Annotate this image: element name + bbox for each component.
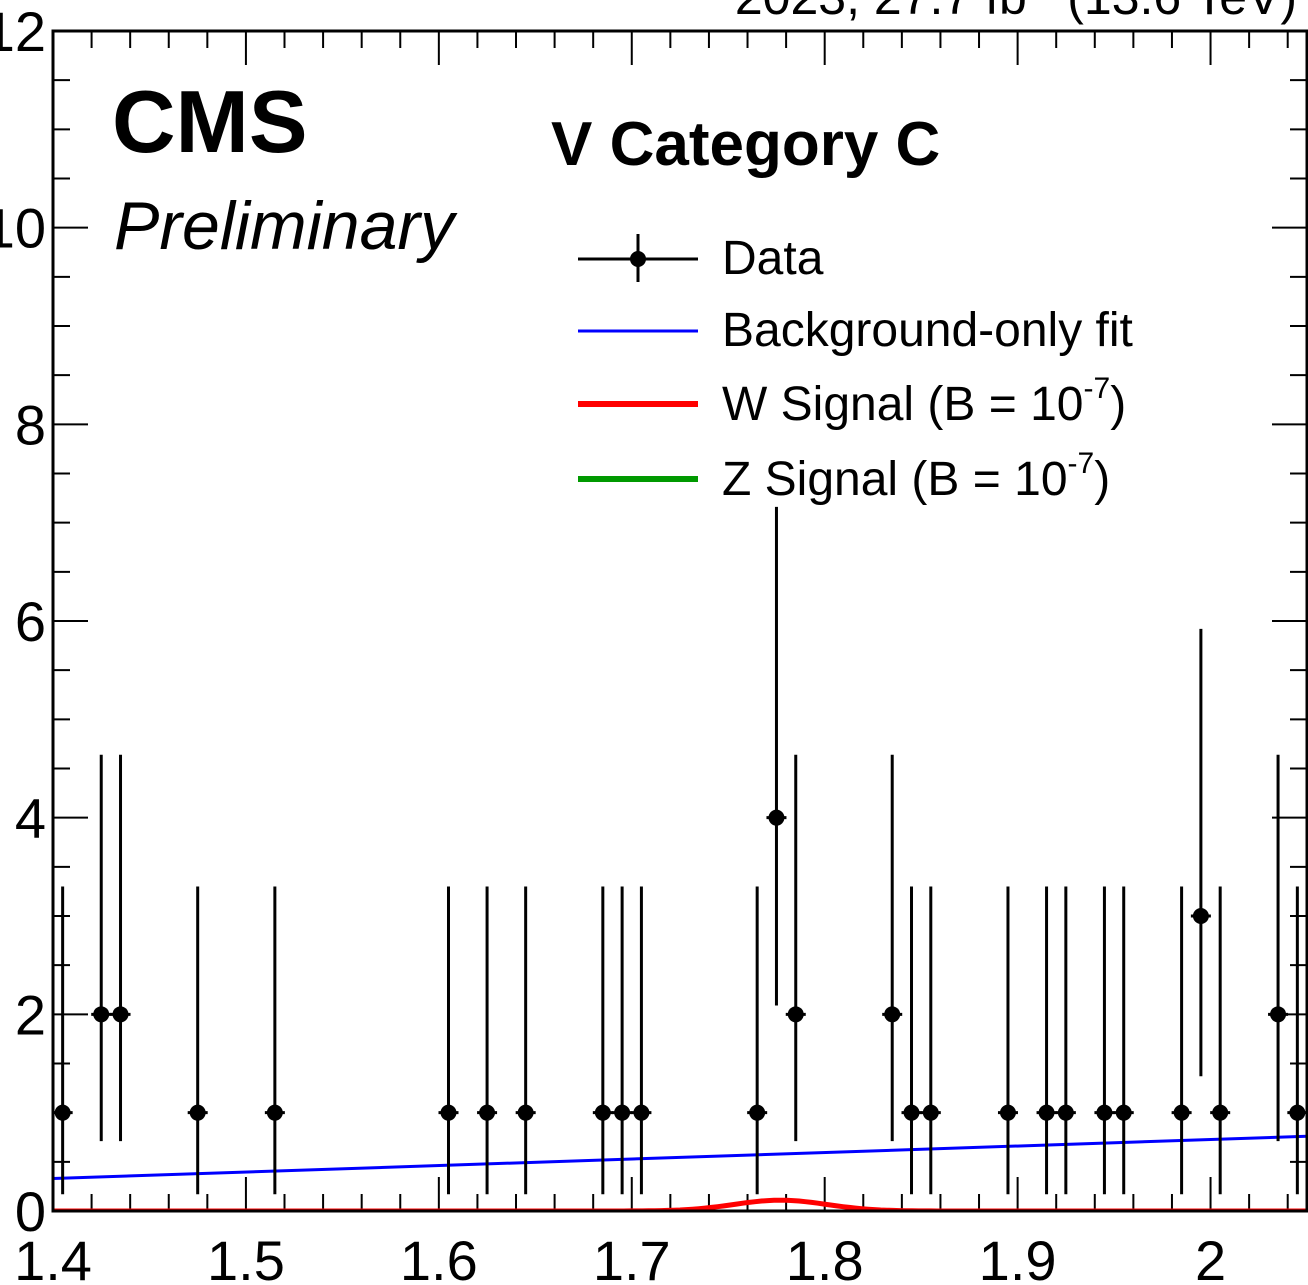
data-marker	[903, 1104, 920, 1121]
data-point	[1190, 628, 1211, 1077]
data-marker	[594, 1104, 611, 1121]
y-tick-label: 2	[15, 983, 46, 1046]
legend-data-label: Data	[722, 232, 824, 285]
x-tick-label: 1.4	[14, 1229, 92, 1285]
x-tick-label: 1.6	[400, 1229, 478, 1285]
data-point	[1210, 886, 1231, 1195]
energy-text: (13.6 TeV)	[1067, 0, 1297, 25]
data-point	[1055, 886, 1076, 1195]
data-marker	[999, 1104, 1016, 1121]
data-point	[592, 886, 613, 1195]
data-point	[1113, 886, 1134, 1195]
y-tick-label: 0	[15, 1180, 46, 1243]
legend-background-label: Background-only fit	[722, 304, 1133, 357]
data-point	[477, 886, 498, 1195]
legend: Data Background-only fit W Signal (B = 1…	[578, 232, 1133, 506]
data-marker	[440, 1104, 457, 1121]
data-marker	[1115, 1104, 1132, 1121]
axis-ticks	[52, 30, 1307, 1212]
data-marker	[768, 809, 785, 826]
data-point	[882, 754, 903, 1142]
data-point	[1094, 886, 1115, 1195]
lumi-text: 2023, 27.7 fb	[735, 0, 1027, 25]
data-point	[747, 886, 768, 1195]
plot-area	[53, 506, 1307, 1211]
data-marker	[1212, 1104, 1229, 1121]
data-marker	[922, 1104, 939, 1121]
data-marker	[1289, 1104, 1306, 1121]
data-marker	[633, 1104, 650, 1121]
category-label: V Category C	[551, 110, 940, 179]
data-point	[1268, 754, 1289, 1142]
y-tick-label: 8	[15, 393, 46, 456]
y-tick-label: 6	[15, 590, 46, 653]
x-tick-label: 1.9	[979, 1229, 1057, 1285]
x-tick-label: 1.5	[207, 1229, 285, 1285]
data-marker	[112, 1006, 129, 1023]
background-fit-line	[53, 1134, 1307, 1181]
data-point	[53, 886, 73, 1195]
legend-z-signal-label: Z Signal (B = 10-7)	[722, 447, 1110, 506]
plot-frame	[51, 29, 1308, 1213]
data-marker	[517, 1104, 534, 1121]
data-points	[53, 506, 1307, 1195]
data-point	[1287, 886, 1307, 1195]
data-marker	[479, 1104, 496, 1121]
data-marker	[749, 1104, 766, 1121]
legend-item-data: Data	[578, 232, 824, 285]
data-point	[612, 886, 633, 1195]
data-point	[766, 506, 787, 1006]
data-marker	[1173, 1104, 1190, 1121]
data-point	[187, 886, 208, 1195]
data-point	[438, 886, 459, 1195]
legend-w-signal-label: W Signal (B = 10-7)	[722, 372, 1126, 431]
data-marker	[1270, 1006, 1287, 1023]
data-point	[631, 886, 652, 1195]
data-marker	[266, 1104, 283, 1121]
x-tick-label: 1.8	[786, 1229, 864, 1285]
data-point	[1171, 886, 1192, 1195]
data-marker	[787, 1006, 804, 1023]
data-point	[110, 754, 131, 1142]
data-marker	[54, 1104, 71, 1121]
data-point	[920, 886, 941, 1195]
data-marker	[189, 1104, 206, 1121]
data-marker	[614, 1104, 631, 1121]
data-marker	[1057, 1104, 1074, 1121]
axis-tick-labels: 1.4 1.5 1.6 1.7 1.8 1.9 2 0 2 4 6 8 10 12	[0, 0, 1226, 1285]
data-marker	[884, 1006, 901, 1023]
w-signal-curve	[53, 1197, 1307, 1211]
x-tick-label: 1.7	[593, 1229, 671, 1285]
data-point	[515, 886, 536, 1195]
y-tick-label: 10	[0, 197, 46, 260]
preliminary-label: Preliminary	[114, 188, 458, 264]
data-point	[785, 754, 806, 1142]
y-tick-label: 12	[0, 0, 46, 63]
data-marker	[93, 1006, 110, 1023]
x-tick-label: 2	[1195, 1229, 1226, 1285]
data-point	[1036, 886, 1057, 1195]
legend-item-z-signal: Z Signal (B = 10-7)	[578, 447, 1110, 506]
data-marker	[1038, 1104, 1055, 1121]
lumi-label: 2023, 27.7 fb-1(13.6 TeV)	[735, 0, 1297, 25]
data-point	[264, 886, 285, 1195]
legend-item-background: Background-only fit	[578, 304, 1133, 357]
data-marker	[1192, 908, 1209, 924]
data-point	[901, 886, 922, 1195]
data-point	[91, 754, 112, 1142]
cms-label: CMS	[112, 72, 308, 171]
legend-item-w-signal: W Signal (B = 10-7)	[578, 372, 1126, 431]
data-marker	[1096, 1104, 1113, 1121]
y-tick-label: 4	[15, 787, 46, 850]
data-point	[997, 886, 1018, 1195]
